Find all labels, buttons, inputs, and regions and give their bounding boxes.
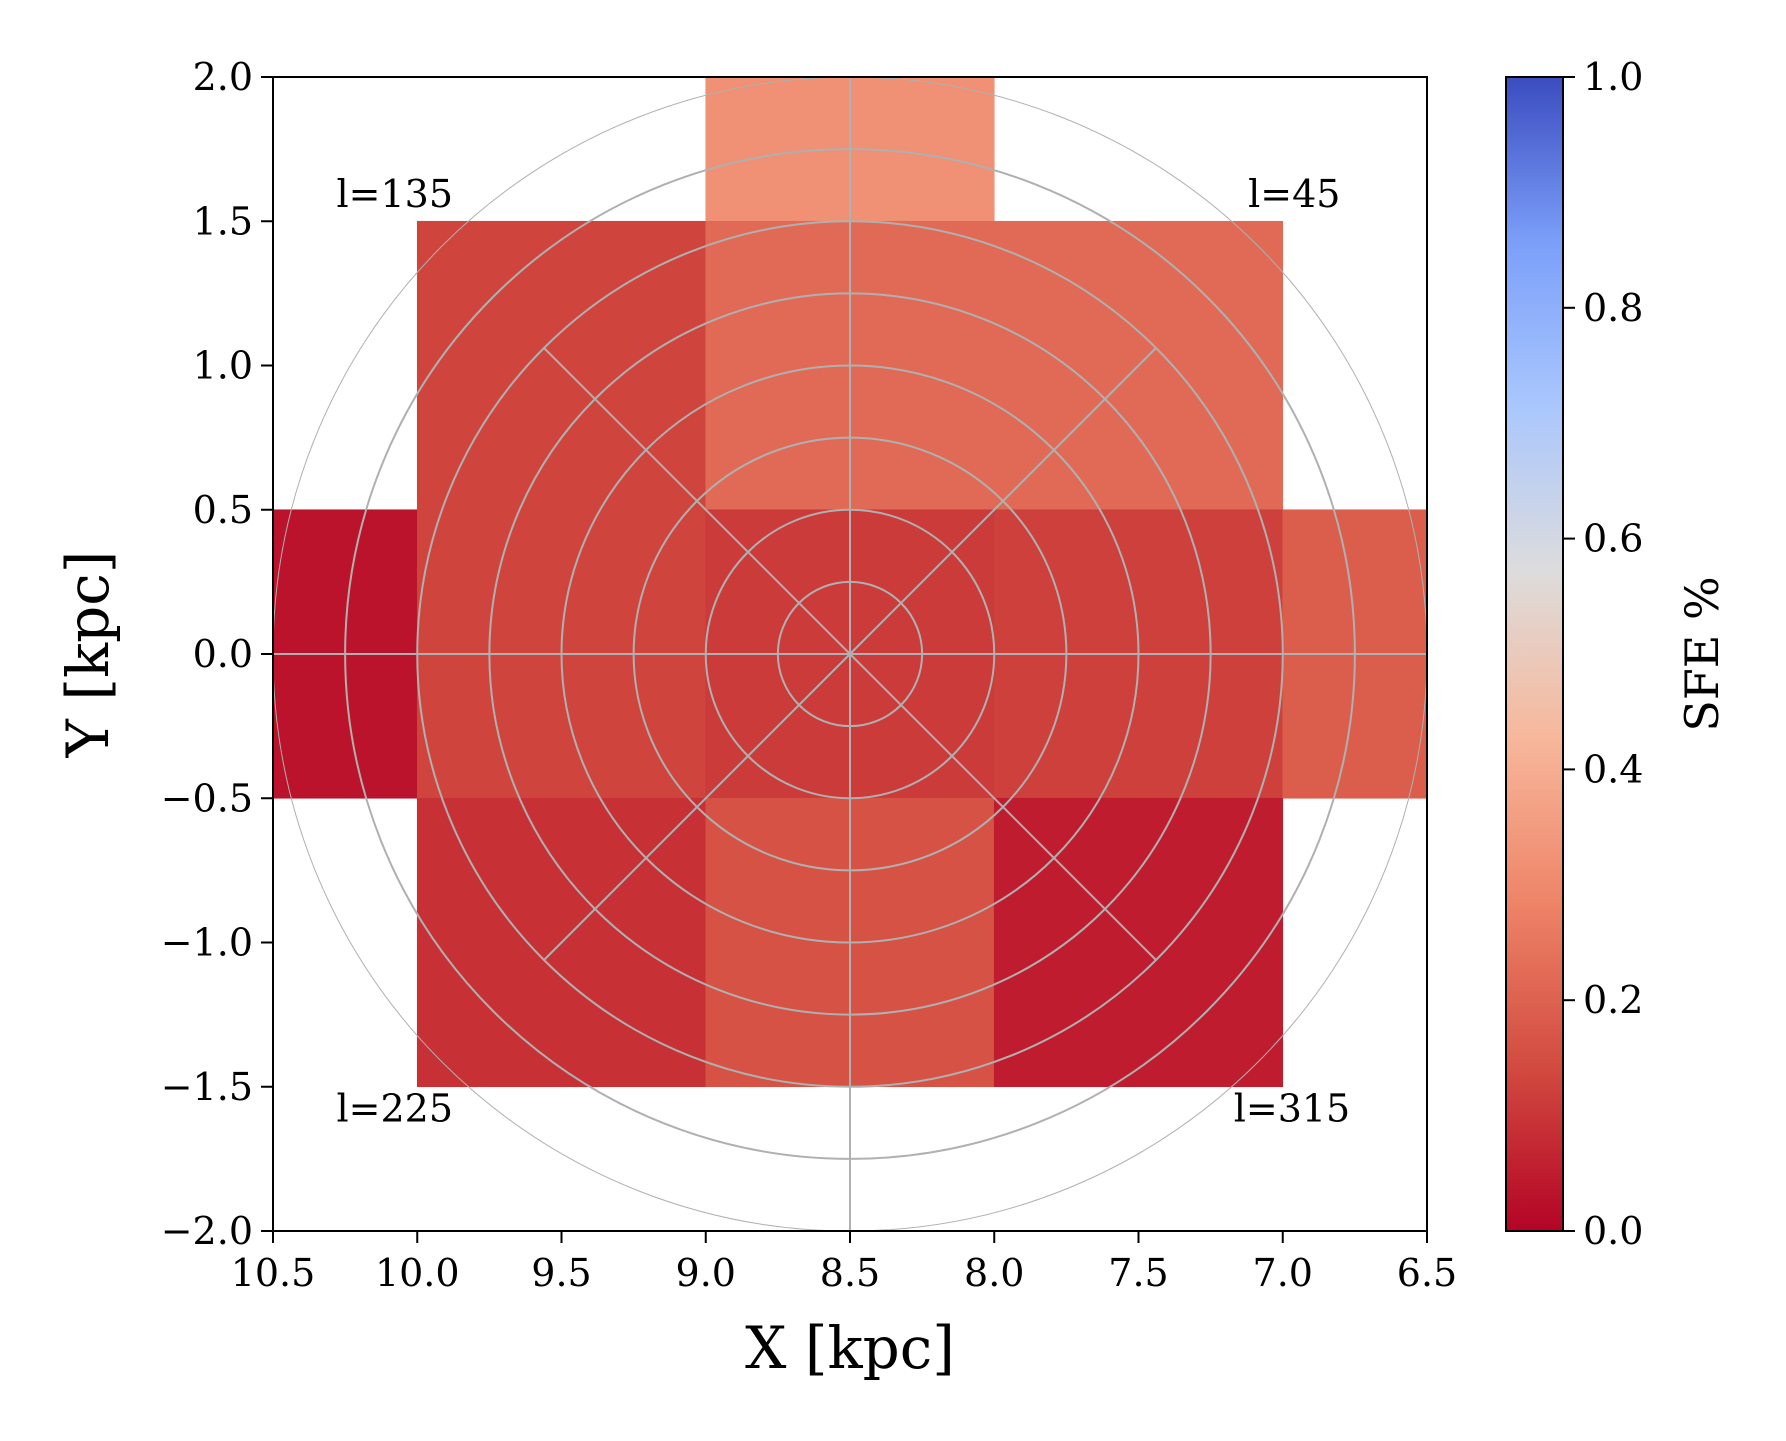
longitude-label: l=315 xyxy=(1234,1086,1351,1130)
colorbar-tick-label: 0.6 xyxy=(1583,517,1643,561)
grid-spoke xyxy=(543,653,851,961)
x-tick-label: 10.5 xyxy=(231,1251,316,1295)
grid-spoke xyxy=(849,347,1157,655)
x-axis: 10.5 10.0 9.5 9.0 8.5 8.0 7.5 7.0 6.5 xyxy=(231,1231,1457,1295)
x-tick-label: 10.0 xyxy=(375,1251,460,1295)
colorbar-tick-label: 0.2 xyxy=(1583,978,1643,1022)
y-tick-label: −2.0 xyxy=(161,1209,253,1253)
x-tick-label: 7.5 xyxy=(1108,1251,1168,1295)
polar-grid-overlay xyxy=(273,77,1427,1231)
y-axis-label: Y [kpc] xyxy=(54,551,122,759)
longitude-label: l=45 xyxy=(1248,172,1340,216)
x-tick-label: 8.5 xyxy=(820,1251,880,1295)
colorbar-ticks: 0.0 0.2 0.4 0.6 0.8 1.0 xyxy=(1563,55,1643,1253)
x-axis-label: X [kpc] xyxy=(745,1314,955,1382)
y-tick-label: −1.0 xyxy=(161,921,253,965)
plot-area: l=135 l=45 l=225 l=315 xyxy=(272,76,1428,1232)
longitude-label: l=135 xyxy=(336,172,453,216)
grid-spoke xyxy=(849,653,1157,961)
x-tick-label: 7.0 xyxy=(1253,1251,1313,1295)
y-tick-label: −1.5 xyxy=(161,1065,253,1109)
grid-spoke xyxy=(543,347,851,655)
colorbar-tick-label: 0.4 xyxy=(1583,747,1643,791)
x-tick-label: 8.0 xyxy=(964,1251,1024,1295)
x-tick-label: 9.5 xyxy=(531,1251,591,1295)
y-tick-label: 1.5 xyxy=(193,199,253,243)
x-tick-label: 9.0 xyxy=(676,1251,736,1295)
colorbar-label: SFE % xyxy=(1675,576,1729,731)
colorbar-tick-label: 0.0 xyxy=(1583,1209,1643,1253)
colorbar-tick-label: 0.8 xyxy=(1583,286,1643,330)
colorbar-gradient xyxy=(1505,76,1564,1232)
y-tick-label: 1.0 xyxy=(193,344,253,388)
y-tick-label: −0.5 xyxy=(161,776,253,820)
x-tick-label: 6.5 xyxy=(1397,1251,1457,1295)
y-tick-label: 2.0 xyxy=(193,55,253,99)
colorbar: 0.0 0.2 0.4 0.6 0.8 1.0 SFE % xyxy=(1505,55,1729,1253)
longitude-label: l=225 xyxy=(336,1086,453,1130)
y-axis: 2.0 1.5 1.0 0.5 0.0 −0.5 −1.0 −1.5 −2.0 xyxy=(161,55,273,1253)
colorbar-tick-label: 1.0 xyxy=(1583,55,1643,99)
y-tick-label: 0.5 xyxy=(193,488,253,532)
longitude-annotations: l=135 l=45 l=225 l=315 xyxy=(336,172,1350,1131)
y-tick-label: 0.0 xyxy=(193,632,253,676)
